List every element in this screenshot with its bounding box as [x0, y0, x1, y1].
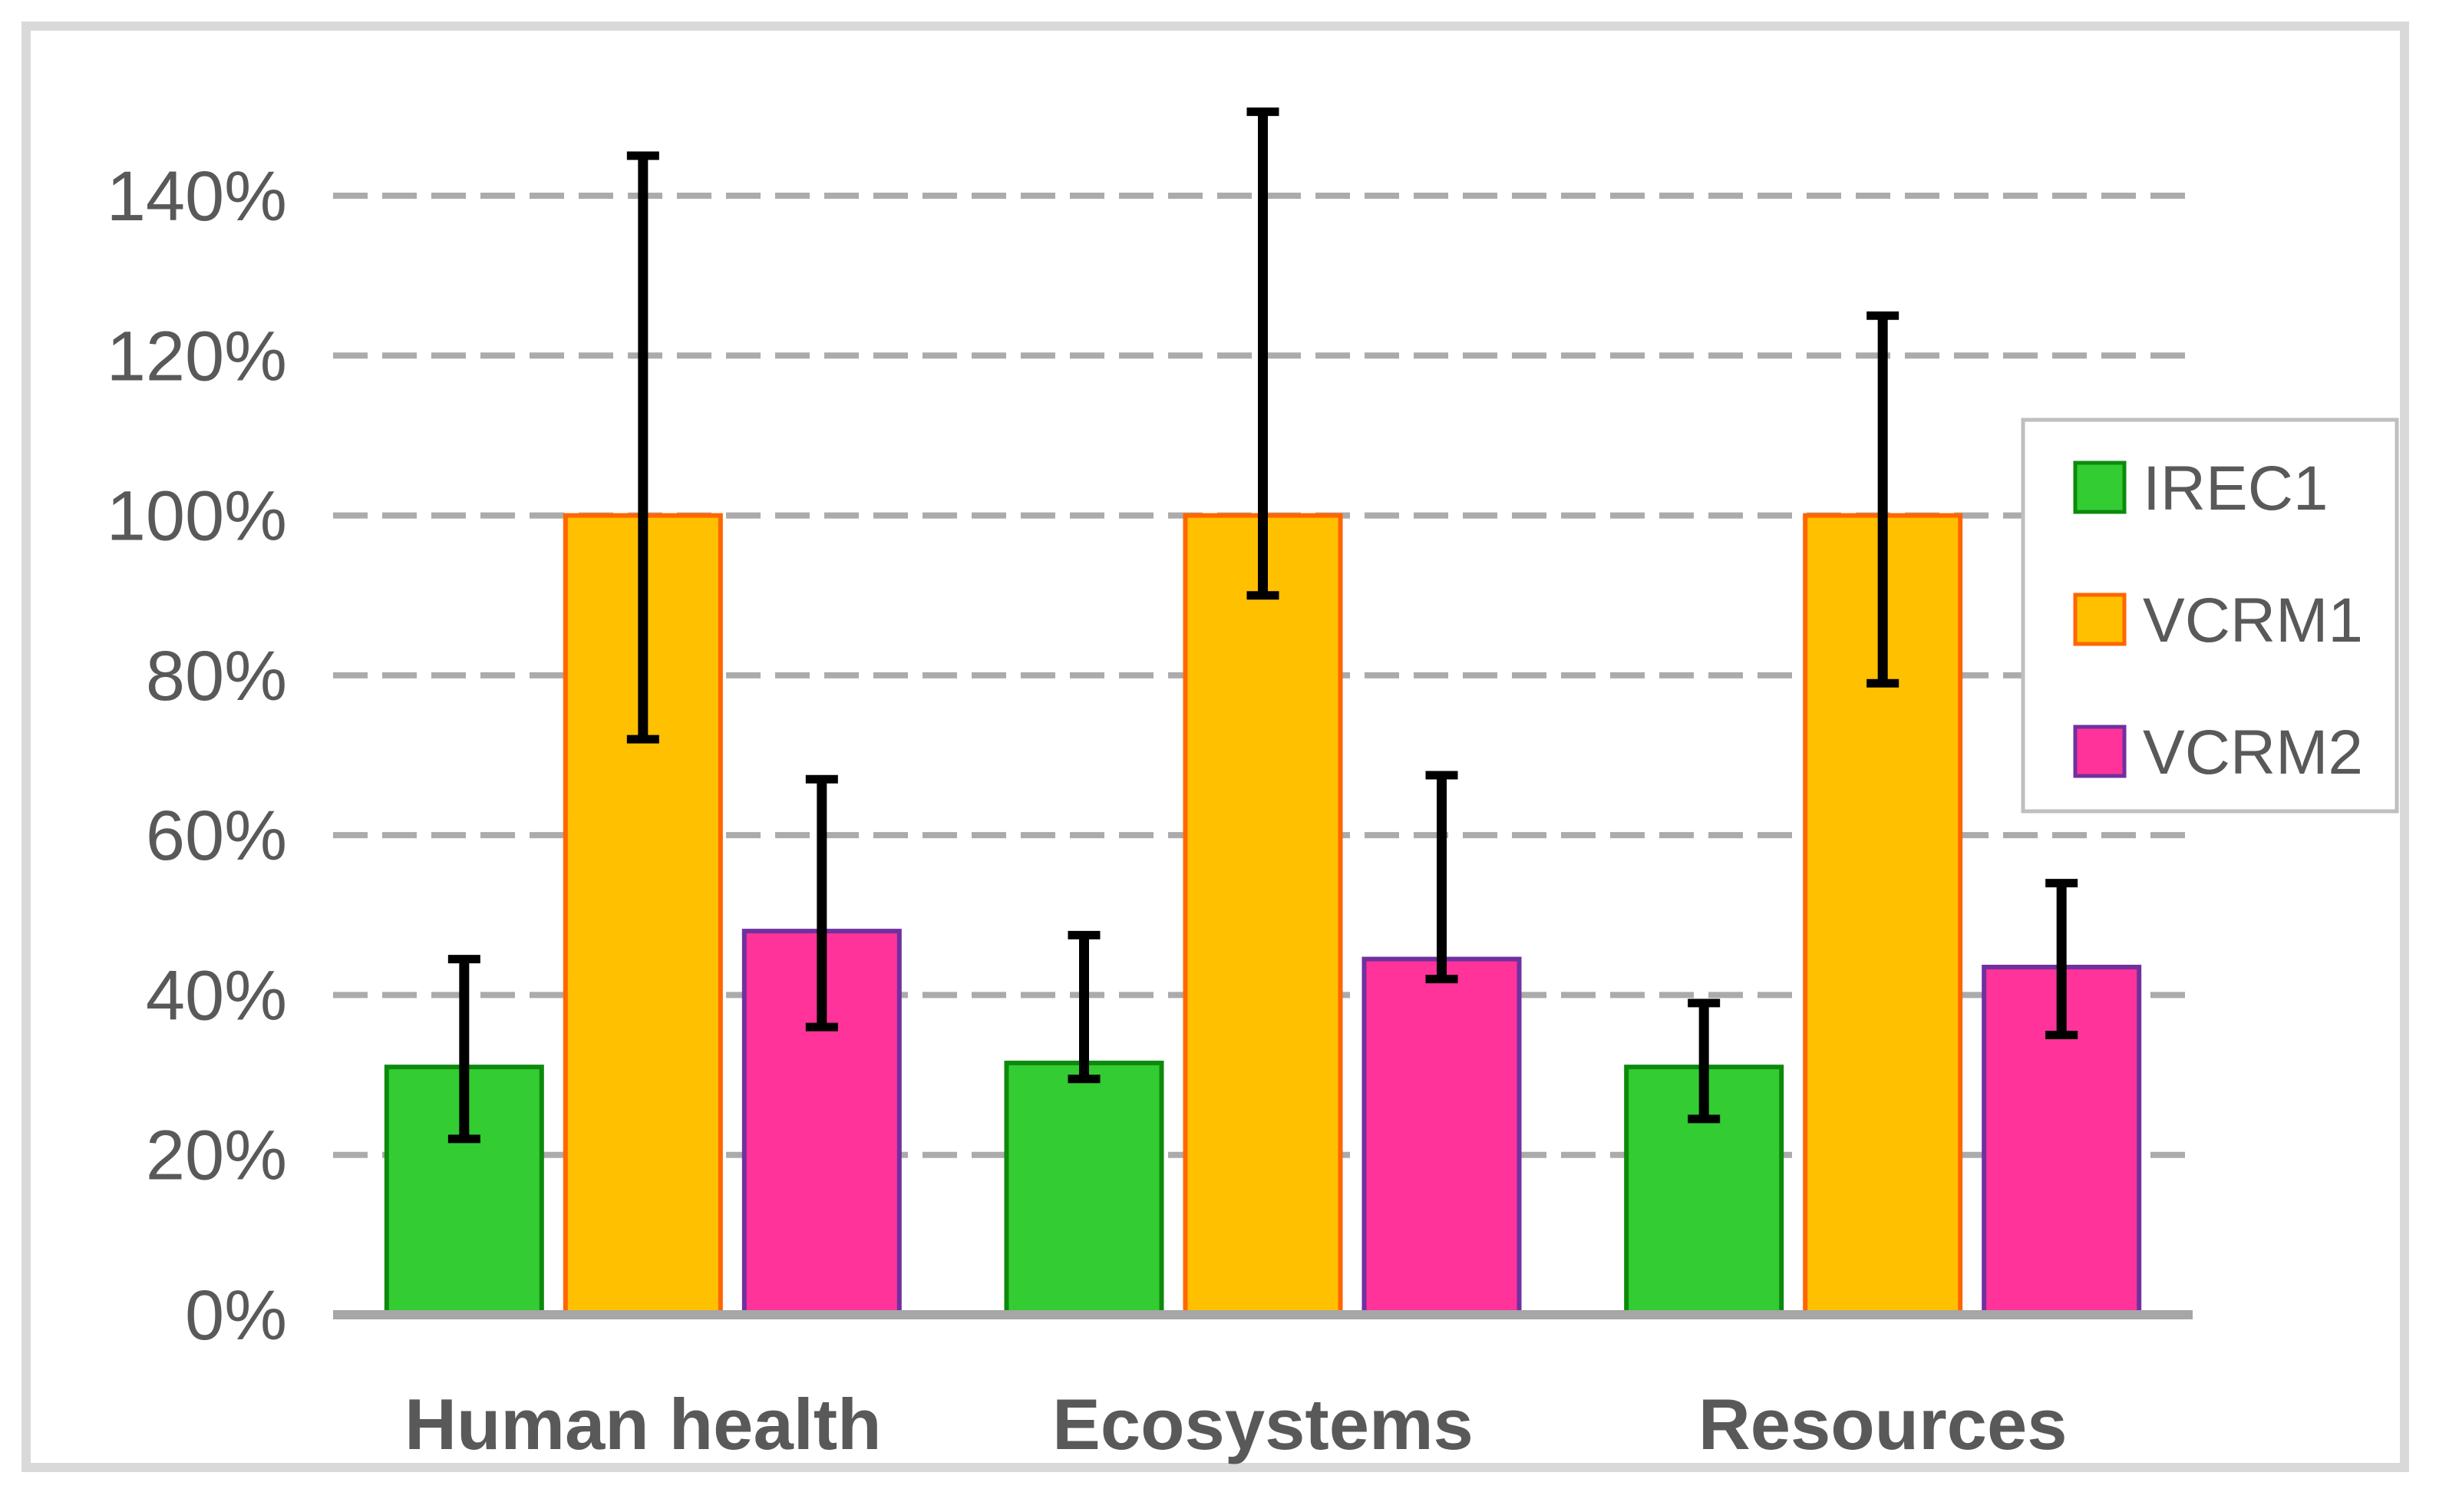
legend-label-vcrm1: VCRM1	[2143, 586, 2363, 655]
bar-ecosystems-irec1	[1004, 1060, 1164, 1317]
legend-swatch-irec1	[2073, 461, 2127, 514]
y-tick-label-80pct: 80%	[146, 637, 287, 715]
legend-label-irec1: IREC1	[2143, 454, 2329, 523]
legend-swatch-vcrm2	[2073, 725, 2127, 778]
legend-label-vcrm2: VCRM2	[2143, 718, 2363, 787]
y-tick-label-40pct: 40%	[146, 956, 287, 1035]
bar-ecosystems-vcrm1	[1183, 513, 1343, 1317]
y-tick-label-120pct: 120%	[107, 317, 287, 395]
bar-ecosystems-vcrm2	[1361, 956, 1522, 1318]
legend-swatch-vcrm1	[2073, 593, 2127, 646]
y-tick-label-0pct: 0%	[185, 1276, 287, 1355]
x-category-label-ecosystems: Ecosystems	[1052, 1384, 1474, 1464]
y-tick-label-140pct: 140%	[107, 157, 287, 236]
y-tick-label-60pct: 60%	[146, 797, 287, 875]
y-tick-label-20pct: 20%	[146, 1117, 287, 1195]
y-tick-label-100pct: 100%	[107, 477, 287, 556]
x-category-label-human-health: Human health	[404, 1384, 882, 1464]
x-category-label-resources: Resources	[1698, 1384, 2068, 1464]
